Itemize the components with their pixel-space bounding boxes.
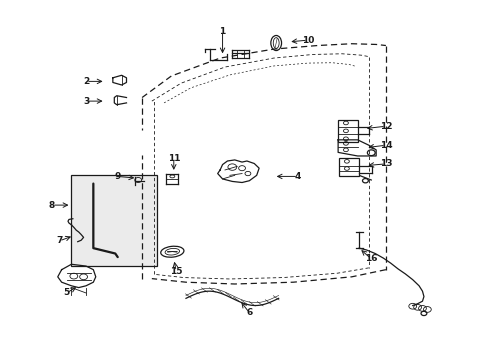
Bar: [337, 120, 357, 141]
Bar: [338, 158, 358, 176]
Text: 4: 4: [294, 172, 301, 181]
Text: 3: 3: [83, 96, 89, 105]
Text: 16: 16: [364, 255, 377, 264]
Text: 15: 15: [170, 267, 182, 276]
Text: 8: 8: [49, 201, 55, 210]
Text: 5: 5: [63, 288, 69, 297]
Text: 7: 7: [56, 237, 62, 246]
Bar: [71, 175, 157, 266]
Text: 10: 10: [301, 36, 313, 45]
Text: 14: 14: [379, 141, 391, 150]
Text: 1: 1: [219, 27, 225, 36]
Text: 9: 9: [114, 172, 121, 181]
Text: 12: 12: [379, 122, 391, 131]
Text: 11: 11: [167, 154, 180, 163]
Text: 13: 13: [379, 159, 391, 168]
Text: 6: 6: [246, 308, 252, 317]
Text: 2: 2: [83, 77, 89, 86]
